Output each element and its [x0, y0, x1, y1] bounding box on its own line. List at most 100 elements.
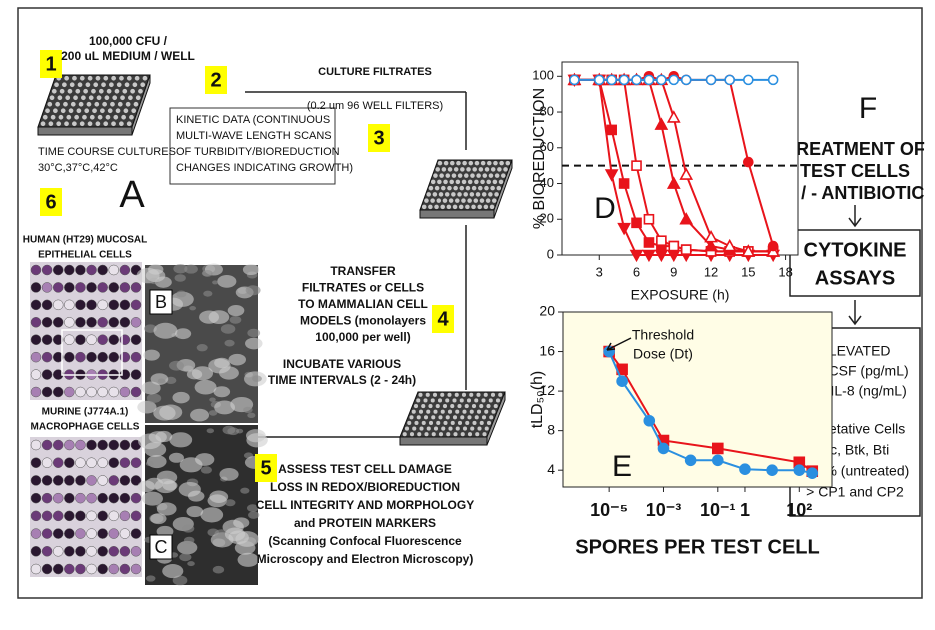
- well: [481, 161, 486, 166]
- well: [479, 167, 484, 172]
- step-number: 2: [210, 69, 221, 91]
- well: [100, 108, 105, 113]
- plate-well: [42, 511, 52, 521]
- plate-well: [42, 282, 52, 292]
- marker: [644, 238, 653, 247]
- well: [77, 108, 82, 113]
- plate-well: [120, 511, 130, 521]
- well: [421, 404, 425, 408]
- well: [485, 167, 490, 172]
- well: [491, 410, 495, 414]
- well: [443, 421, 447, 425]
- plate-well: [87, 493, 97, 503]
- well: [482, 432, 486, 436]
- well: [469, 393, 473, 397]
- plate-well: [98, 458, 108, 468]
- well: [435, 167, 440, 172]
- cell-texture: [240, 488, 249, 494]
- marker: [769, 75, 778, 84]
- well: [56, 121, 61, 126]
- plate-well: [98, 282, 108, 292]
- plate-well: [31, 265, 41, 275]
- well: [464, 173, 469, 178]
- well: [477, 427, 481, 431]
- well: [455, 198, 460, 203]
- well: [463, 427, 467, 431]
- well: [433, 410, 437, 414]
- well: [460, 167, 465, 172]
- plate-well: [64, 282, 74, 292]
- plate-well: [120, 458, 130, 468]
- plate-well: [109, 546, 119, 556]
- well: [437, 198, 442, 203]
- plate-well: [31, 352, 41, 362]
- step2-text: MULTI-WAVE LENGTH SCANS: [176, 130, 332, 142]
- plate-well: [53, 282, 63, 292]
- x-tick-label: 18: [778, 264, 792, 279]
- plate-well: [87, 564, 97, 574]
- marker: [632, 218, 641, 227]
- plate-well: [131, 300, 141, 310]
- plate-well: [87, 475, 97, 485]
- step1-note: 30°C,37°C,42°C: [38, 162, 118, 174]
- x-tick-label: 10²: [786, 500, 812, 520]
- well: [441, 410, 445, 414]
- x-tick-label: 15: [741, 264, 755, 279]
- plate-well: [109, 265, 119, 275]
- marker: [669, 242, 678, 251]
- cell-texture: [144, 442, 166, 457]
- cell-texture: [169, 361, 184, 371]
- well: [416, 398, 420, 402]
- well: [412, 427, 416, 431]
- plate-well: [31, 387, 41, 397]
- well: [486, 198, 491, 203]
- well: [431, 180, 436, 185]
- well: [108, 108, 113, 113]
- well: [460, 415, 464, 419]
- well: [119, 121, 124, 126]
- well: [485, 427, 489, 431]
- well: [118, 102, 123, 107]
- cell-texture: [162, 564, 183, 578]
- well: [491, 167, 496, 172]
- plate-well: [109, 317, 119, 327]
- well: [443, 180, 448, 185]
- step4-text: 100,000 per well): [315, 330, 410, 344]
- cell-texture: [246, 429, 266, 442]
- step5-text: CELL INTEGRITY AND MORPHOLOGY: [256, 498, 474, 512]
- well: [105, 95, 110, 100]
- plate-well: [87, 352, 97, 362]
- marker: [632, 161, 641, 170]
- step-number: 5: [260, 457, 271, 479]
- well: [475, 161, 480, 166]
- plate-well: [53, 546, 63, 556]
- well: [462, 410, 466, 414]
- well: [121, 115, 126, 120]
- incubate-text: INCUBATE VARIOUS: [283, 357, 401, 371]
- cell-texture: [146, 575, 155, 581]
- well: [433, 393, 437, 397]
- well: [474, 198, 479, 203]
- well: [72, 121, 77, 126]
- plate-well: [31, 370, 41, 380]
- marker: [607, 125, 616, 134]
- well: [429, 186, 434, 191]
- marker: [604, 347, 614, 357]
- plate-well: [75, 335, 85, 345]
- cell-texture: [143, 350, 160, 361]
- cell-texture: [243, 264, 259, 275]
- well: [129, 115, 134, 120]
- plate-well: [53, 529, 63, 539]
- well: [489, 398, 493, 402]
- well: [503, 167, 508, 172]
- well: [53, 108, 58, 113]
- marker: [682, 75, 691, 84]
- well: [468, 180, 473, 185]
- well: [66, 115, 71, 120]
- well: [444, 161, 449, 166]
- marker: [744, 158, 753, 167]
- cell-texture: [209, 310, 230, 324]
- well: [445, 192, 450, 197]
- marker: [644, 215, 653, 224]
- well: [495, 173, 500, 178]
